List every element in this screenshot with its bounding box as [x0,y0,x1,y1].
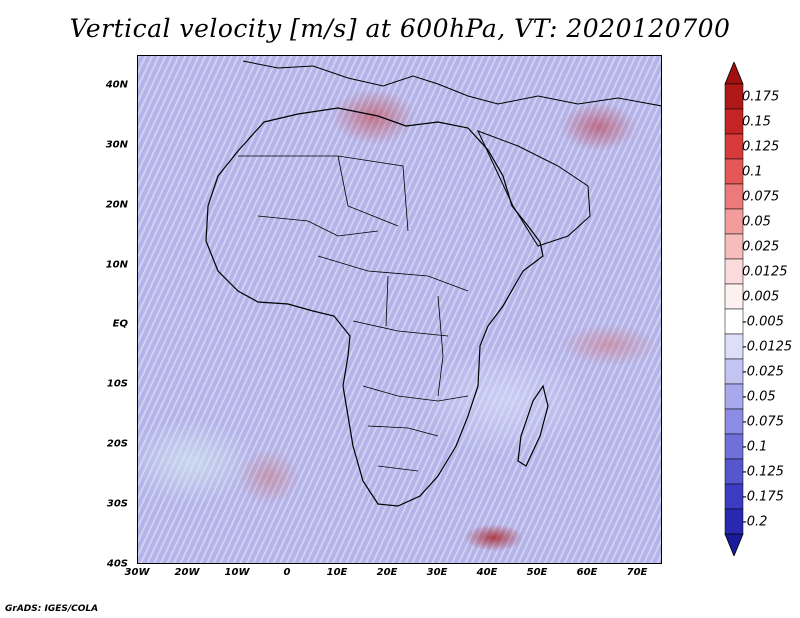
colorbar-label: -0.025 [742,364,784,379]
colorbar-label: 0.0125 [742,264,788,279]
coastline-overlay [205,60,661,507]
colorbar-segment [724,408,744,435]
colorbar-label: 0.075 [742,189,780,204]
map-panel [137,55,662,564]
colorbar-segment [724,483,744,510]
colorbar-segment [724,183,744,210]
africa-coastline [205,107,544,507]
colorbar-label: 0.005 [742,289,780,304]
country-borders [238,155,469,472]
colorbar-label: 0.175 [742,89,780,104]
lat-tick-label: 10S [106,378,128,390]
colorbar-segment [724,83,744,110]
colorbar-label: -0.075 [742,414,784,429]
colorbar-segment [724,383,744,410]
colorbar-label: -0.2 [742,514,768,529]
madagascar-coastline [517,384,549,467]
lon-tick-label: 10W [224,567,250,578]
colorbar-label: -0.0125 [742,339,793,354]
colorbar-top-arrow [724,62,744,85]
colorbar-bottom-arrow [724,533,744,556]
colorbar-segment [724,333,744,360]
colorbar-segment [724,283,744,310]
lat-tick-label: EQ [112,318,128,330]
lat-tick-label: 20S [106,438,128,450]
lat-tick-label: 40S [106,558,128,570]
europe-coastline [242,60,661,107]
lon-tick-label: 30W [124,567,150,578]
lon-tick-label: 30E [426,567,448,578]
lon-tick-label: 20E [376,567,398,578]
colorbar-label: -0.005 [742,314,784,329]
lon-tick-label: 40E [476,567,498,578]
colorbar-label: 0.025 [742,239,780,254]
colorbar-label: -0.175 [742,489,784,504]
colorbar-label: 0.05 [742,214,771,229]
colorbar-segment [724,308,744,335]
colorbar-label: 0.125 [742,139,780,154]
lat-tick-label: 10N [105,259,128,271]
colorbar-segment [724,133,744,160]
lon-tick-label: 0 [283,567,291,578]
colorbar-label: 0.1 [742,164,763,179]
colorbar-label: -0.125 [742,464,784,479]
lat-tick-label: 20N [105,199,128,211]
lat-tick-label: 30S [106,498,128,510]
lon-tick-label: 70E [626,567,648,578]
colorbar-segment [724,208,744,235]
colorbar-label: 0.15 [742,114,771,129]
colorbar-segment [724,233,744,260]
map-title: Vertical velocity [m/s] at 600hPa, VT: 2… [69,14,731,43]
colorbar-segment [724,158,744,185]
lon-tick-label: 50E [526,567,548,578]
colorbar-segment [724,358,744,385]
colorbar-label: -0.1 [742,439,768,454]
lon-tick-label: 10E [326,567,348,578]
colorbar-segment [724,433,744,460]
colorbar-segment [724,108,744,135]
lat-tick-label: 40N [105,79,128,91]
grads-credit: GrADS: IGES/COLA [5,604,99,614]
colorbar-segment [724,258,744,285]
arabia-coastline [477,130,591,247]
lat-tick-label: 30N [105,139,128,151]
lon-tick-label: 20W [174,567,200,578]
colorbar-label: -0.05 [742,389,776,404]
lon-tick-label: 60E [576,567,598,578]
colorbar-segment [724,508,744,535]
colorbar-segment [724,458,744,485]
colorbar [724,62,744,556]
